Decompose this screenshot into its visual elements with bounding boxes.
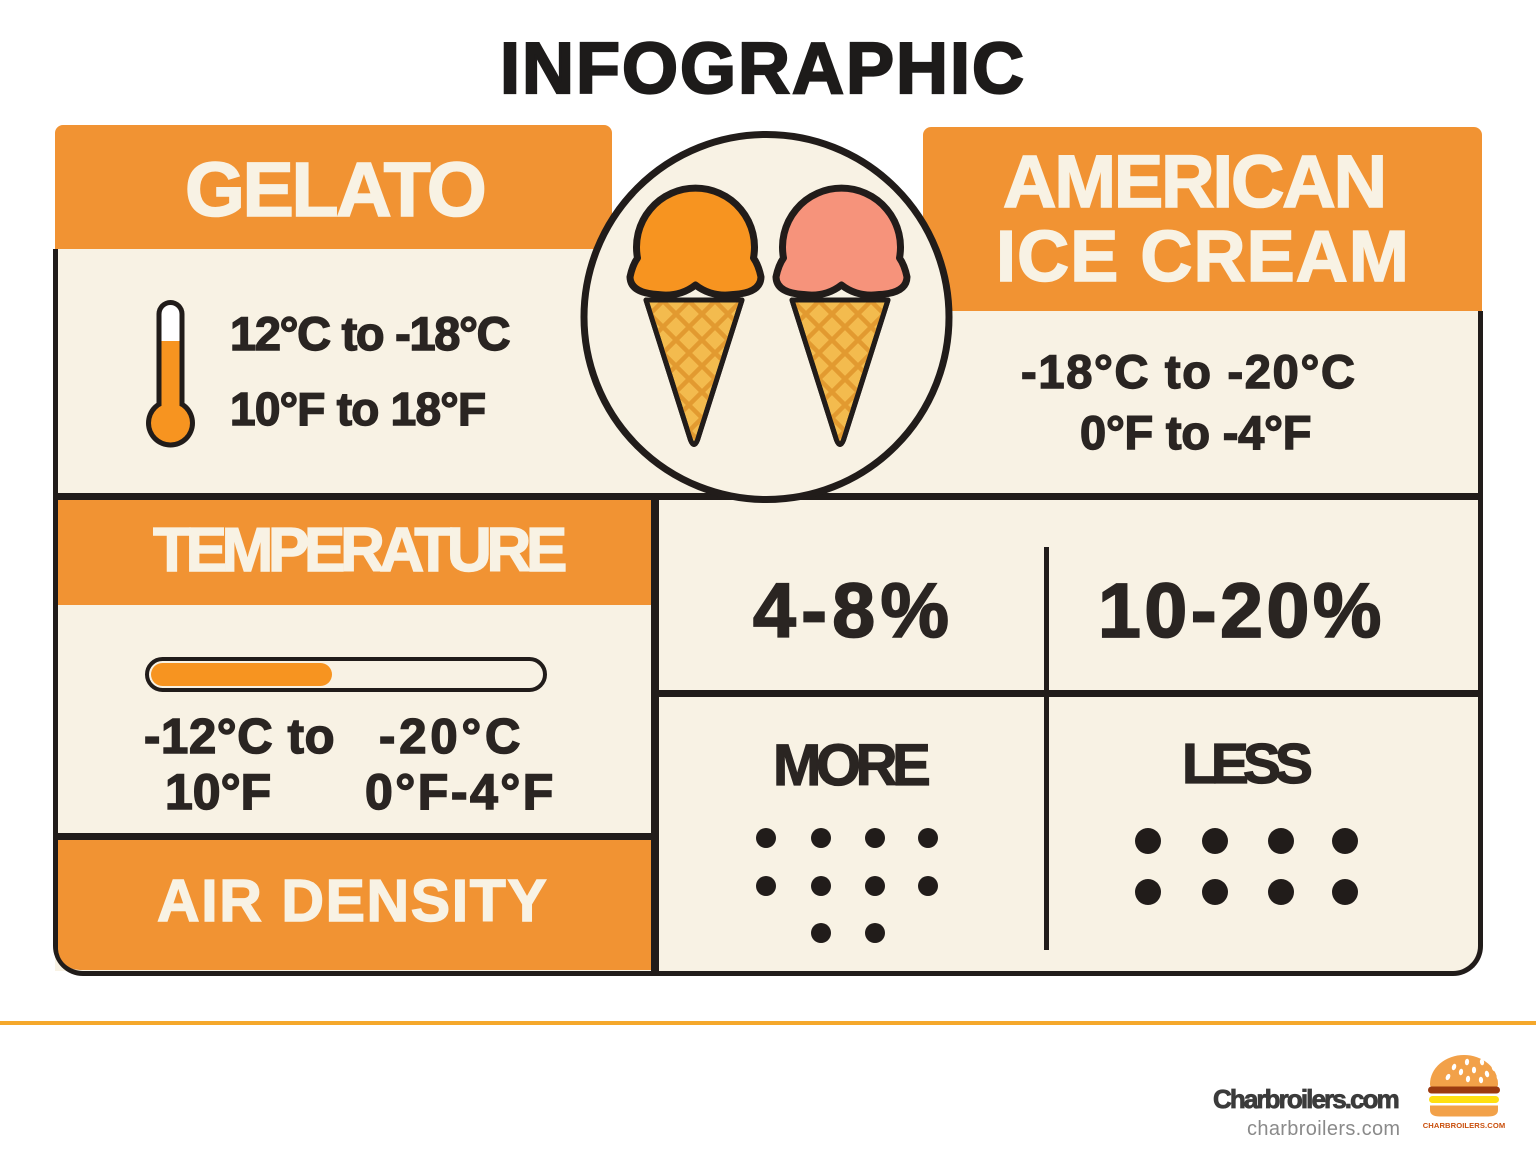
svg-text:CHARBROILERS.COM: CHARBROILERS.COM [1423, 1121, 1506, 1130]
